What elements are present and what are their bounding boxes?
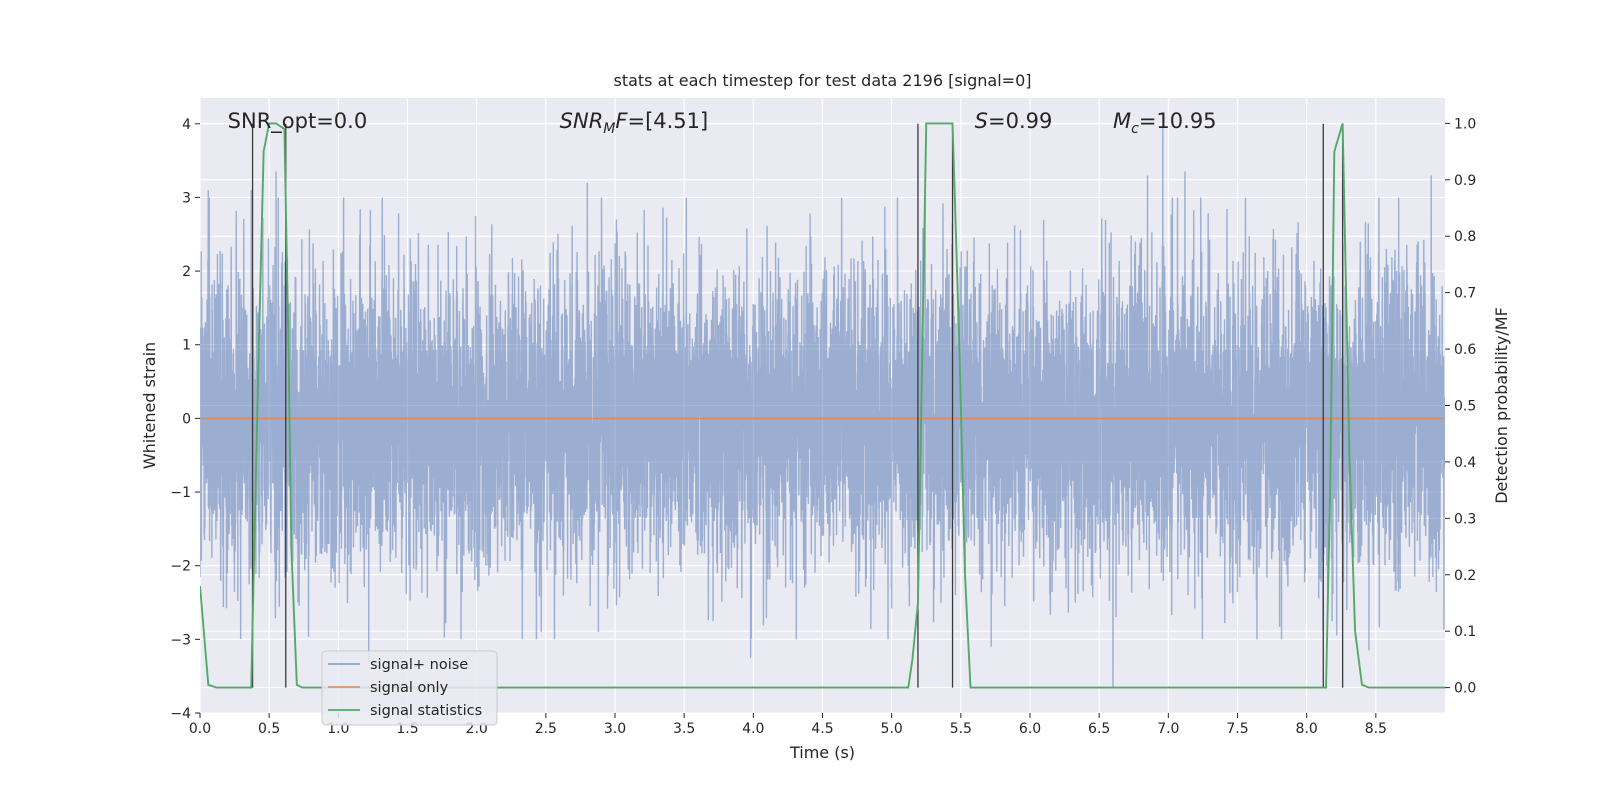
x-axis-ticks: 0.0 0.5 1.0 1.5 2.0 2.5 3.0 3.5 4.0 4.5 5.0 5.5 6.0 6… bbox=[189, 713, 1387, 737]
legend-entry: signal only bbox=[370, 680, 449, 696]
series-signal-noise bbox=[200, 127, 1445, 688]
x-tick-label: 5.0 bbox=[881, 721, 903, 737]
y-right-tick-label: 1.0 bbox=[1454, 116, 1476, 132]
y-left-axis-label: Whitened strain bbox=[140, 342, 159, 469]
x-tick-label: 7.5 bbox=[1226, 721, 1248, 737]
y-left-tick-label: −1 bbox=[170, 485, 191, 501]
signal-noise-line bbox=[200, 127, 1445, 688]
series-signal-statistics bbox=[200, 122, 1445, 689]
x-tick-label: 8.0 bbox=[1296, 721, 1318, 737]
annotation: SNR_opt=0.0 bbox=[228, 109, 368, 134]
y-left-tick-label: 0 bbox=[182, 411, 191, 427]
x-tick-label: 7.0 bbox=[1157, 721, 1179, 737]
y-left-tick-label: 3 bbox=[182, 190, 191, 206]
signal-statistics-line bbox=[200, 122, 1445, 689]
x-tick-label: 6.5 bbox=[1088, 721, 1110, 737]
annotation: S=0.99 bbox=[975, 109, 1053, 133]
y-right-tick-label: 0.2 bbox=[1454, 568, 1476, 584]
y-right-tick-label: 0.6 bbox=[1454, 342, 1476, 358]
y-right-tick-label: 0.3 bbox=[1454, 511, 1476, 527]
x-tick-label: 4.5 bbox=[811, 721, 833, 737]
legend-entry: signal+ noise bbox=[370, 657, 468, 673]
y-right-axis-label: Detection probability/MF bbox=[1492, 307, 1511, 504]
y-left-tick-label: 1 bbox=[182, 338, 191, 354]
y-right-axis-ticks: 1.0 0.9 0.8 0.7 0.6 0.5 0.4 0.3 0.2 0.1 0.0 bbox=[1445, 116, 1476, 697]
y-right-tick-label: 0.8 bbox=[1454, 229, 1476, 245]
y-left-tick-label: −3 bbox=[170, 632, 191, 648]
y-right-tick-label: 0.9 bbox=[1454, 173, 1476, 189]
legend-entry: signal statistics bbox=[370, 703, 482, 719]
legend-frame bbox=[321, 650, 498, 726]
x-tick-label: 5.5 bbox=[950, 721, 972, 737]
y-left-tick-label: 4 bbox=[182, 117, 191, 133]
chart-title: stats at each timestep for test data 219… bbox=[613, 71, 1031, 90]
x-tick-label: 3.5 bbox=[673, 721, 695, 737]
y-left-axis-ticks: 4 3 2 1 0 −1 −2 −3 −4 bbox=[170, 117, 200, 722]
x-tick-label: 6.0 bbox=[1019, 721, 1041, 737]
y-left-tick-label: −4 bbox=[170, 706, 191, 722]
x-tick-label: 0.5 bbox=[258, 721, 280, 737]
x-tick-label: 2.5 bbox=[535, 721, 557, 737]
x-tick-label: 4.0 bbox=[742, 721, 764, 737]
x-tick-label: 3.0 bbox=[604, 721, 626, 737]
y-right-tick-label: 0.1 bbox=[1454, 624, 1476, 640]
y-left-tick-label: 2 bbox=[182, 264, 191, 280]
x-tick-label: 8.5 bbox=[1365, 721, 1387, 737]
y-right-tick-label: 0.7 bbox=[1454, 286, 1476, 302]
y-left-tick-label: −2 bbox=[170, 559, 191, 575]
y-right-tick-label: 0.5 bbox=[1454, 399, 1476, 415]
y-right-tick-label: 0.0 bbox=[1454, 681, 1476, 697]
y-right-tick-label: 0.4 bbox=[1454, 455, 1476, 471]
legend: signal+ noise signal only signal statistic… bbox=[321, 650, 498, 726]
annotation: Mc=10.95 bbox=[1113, 109, 1217, 137]
annotation: SNRMF=[4.51] bbox=[560, 109, 709, 137]
x-tick-label: 0.0 bbox=[189, 721, 211, 737]
annotations: SNR_opt=0.0 SNRMF=[4.51] S=0.99 Mc=10.95 bbox=[228, 109, 1217, 137]
x-axis-label: Time (s) bbox=[789, 743, 855, 762]
